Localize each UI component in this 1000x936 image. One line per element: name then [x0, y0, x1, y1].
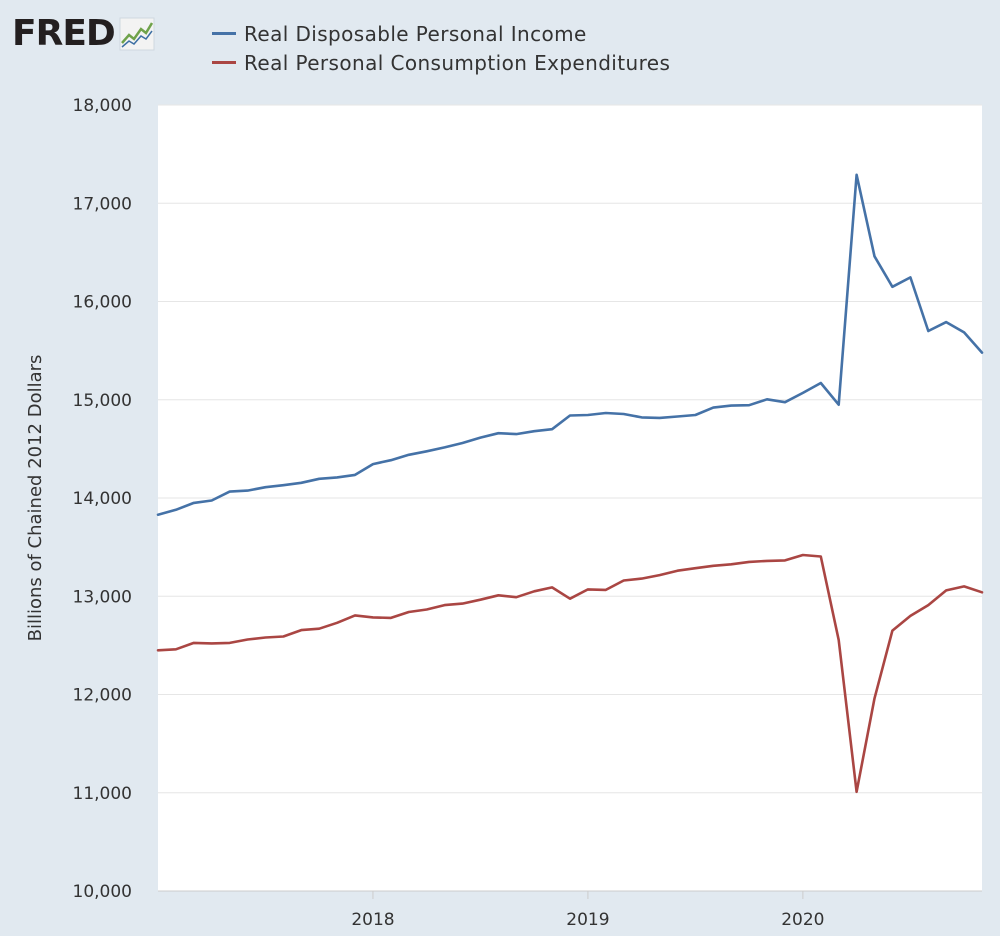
x-tick-label: 2020	[781, 910, 824, 930]
chart-legend: Real Disposable Personal Income Real Per…	[212, 19, 670, 77]
x-tick-label: 2018	[351, 910, 394, 930]
y-axis: 10,000 11,000 12,000 13,000 14,000 15,000 16,0…	[73, 96, 132, 902]
series-line-consumption[interactable]	[156, 553, 984, 794]
legend-label-income: Real Disposable Personal Income	[244, 21, 587, 46]
legend-label-consumption: Real Personal Consumption Expenditures	[244, 50, 671, 75]
y-tick-label: 13,000	[73, 587, 132, 607]
y-tick-label: 12,000	[73, 686, 132, 706]
logo-chart-icon	[119, 17, 155, 51]
y-tick-label: 17,000	[73, 194, 132, 214]
x-tick-label: 2019	[566, 910, 609, 930]
legend-swatch-consumption	[212, 61, 236, 64]
legend-swatch-income	[212, 32, 236, 35]
x-axis: 2018 2019 2020	[158, 890, 982, 930]
y-tick-label: 11,000	[73, 784, 132, 804]
series-line-income[interactable]	[156, 173, 984, 517]
legend-item-income[interactable]: Real Disposable Personal Income	[212, 19, 670, 48]
y-tick-label: 14,000	[73, 489, 132, 509]
series-lines	[156, 173, 984, 794]
y-tick-label: 15,000	[73, 391, 132, 411]
y-tick-label: 10,000	[73, 882, 132, 902]
logo-text: FRED	[12, 13, 116, 54]
y-tick-label: 16,000	[73, 293, 132, 313]
legend-item-consumption[interactable]: Real Personal Consumption Expenditures	[212, 48, 670, 77]
fred-logo: FRED	[12, 14, 155, 54]
y-tick-label: 18,000	[73, 96, 132, 116]
y-axis-title: Billions of Chained 2012 Dollars	[25, 355, 46, 642]
